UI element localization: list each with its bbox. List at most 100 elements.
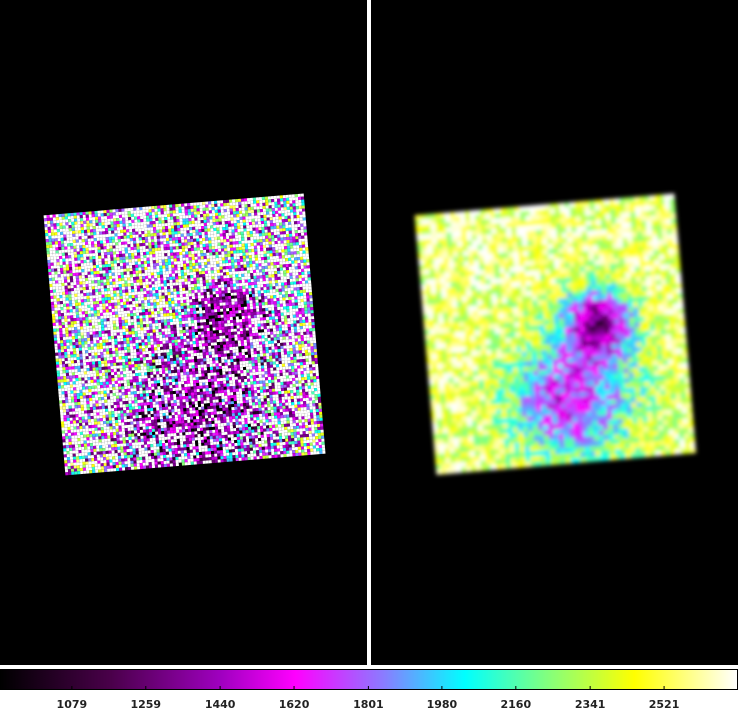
pixel xyxy=(203,433,207,437)
pixel xyxy=(199,274,203,278)
pixel xyxy=(132,415,136,419)
pixel xyxy=(156,235,160,239)
pixel xyxy=(206,321,210,326)
pixel xyxy=(76,245,80,249)
pixel xyxy=(153,410,157,414)
pixel xyxy=(113,296,117,300)
pixel xyxy=(127,388,131,392)
pixel xyxy=(96,309,100,314)
pixel xyxy=(74,471,78,475)
pixel xyxy=(192,416,197,420)
pixel xyxy=(140,402,144,406)
pixel xyxy=(162,274,167,278)
pixel xyxy=(172,246,176,250)
pixel xyxy=(159,343,163,348)
pixel xyxy=(195,304,199,308)
pixel xyxy=(214,351,218,355)
pixel xyxy=(184,284,189,288)
pixel xyxy=(169,385,173,389)
pixel xyxy=(165,448,169,452)
pixel xyxy=(228,446,232,450)
pixel xyxy=(145,314,149,319)
pixel xyxy=(202,385,206,389)
pixel xyxy=(62,255,66,259)
pixel xyxy=(77,401,81,406)
pixel xyxy=(115,353,119,357)
pixel xyxy=(130,280,134,284)
pixel xyxy=(125,262,130,266)
pixel xyxy=(184,281,188,285)
pixel xyxy=(59,331,63,335)
pixel xyxy=(201,415,206,419)
pixel xyxy=(65,366,69,371)
pixel xyxy=(132,346,137,350)
pixel xyxy=(226,455,230,459)
pixel xyxy=(199,421,203,426)
pixel xyxy=(188,395,192,399)
pixel xyxy=(158,262,163,266)
pixel xyxy=(193,350,197,354)
pixel xyxy=(167,433,171,437)
pixel xyxy=(218,393,222,397)
pixel xyxy=(98,364,102,368)
pixel xyxy=(200,436,204,440)
pixel xyxy=(167,364,171,368)
pixel xyxy=(99,384,104,389)
pixel xyxy=(170,261,175,265)
pixel xyxy=(217,420,221,424)
pixel xyxy=(196,346,200,351)
pixel xyxy=(199,427,204,431)
pixel xyxy=(86,404,90,408)
pixel xyxy=(86,440,90,444)
pixel xyxy=(215,221,219,225)
pixel xyxy=(116,257,120,261)
pixel xyxy=(112,212,116,216)
pixel xyxy=(151,458,155,463)
pixel xyxy=(123,307,127,311)
pixel xyxy=(77,471,81,475)
pixel xyxy=(171,381,176,386)
pixel xyxy=(182,329,186,334)
pixel xyxy=(110,371,115,376)
pixel xyxy=(130,421,134,425)
pixel xyxy=(130,207,134,212)
pixel xyxy=(228,449,233,453)
pixel xyxy=(67,285,71,289)
pixel xyxy=(208,237,212,241)
pixel xyxy=(91,244,95,248)
pixel xyxy=(62,333,66,338)
pixel xyxy=(217,242,221,246)
pixel xyxy=(207,201,212,205)
pixel xyxy=(145,426,149,430)
pixel xyxy=(198,448,202,453)
pixel xyxy=(177,264,181,268)
pixel xyxy=(92,229,97,233)
pixel xyxy=(119,298,124,303)
pixel xyxy=(121,356,125,360)
pixel xyxy=(201,262,205,266)
pixel xyxy=(148,353,152,358)
pixel xyxy=(111,344,115,349)
pixel xyxy=(112,278,116,282)
pixel xyxy=(121,386,125,390)
pixel xyxy=(116,226,121,231)
pixel xyxy=(88,425,92,429)
pixel xyxy=(188,290,192,294)
pixel xyxy=(130,355,134,359)
pixel xyxy=(161,400,165,405)
pixel xyxy=(127,283,131,287)
pixel xyxy=(175,213,180,217)
pixel xyxy=(205,309,209,314)
pixel xyxy=(87,343,91,348)
pixel xyxy=(209,291,213,295)
pixel xyxy=(130,213,135,218)
pixel xyxy=(193,319,198,324)
pixel xyxy=(185,329,189,333)
pixel xyxy=(127,430,132,435)
pixel xyxy=(81,410,85,414)
pixel xyxy=(191,253,195,258)
pixel xyxy=(72,236,76,240)
pixel xyxy=(146,329,150,334)
pixel xyxy=(111,456,116,460)
pixel xyxy=(165,406,169,410)
